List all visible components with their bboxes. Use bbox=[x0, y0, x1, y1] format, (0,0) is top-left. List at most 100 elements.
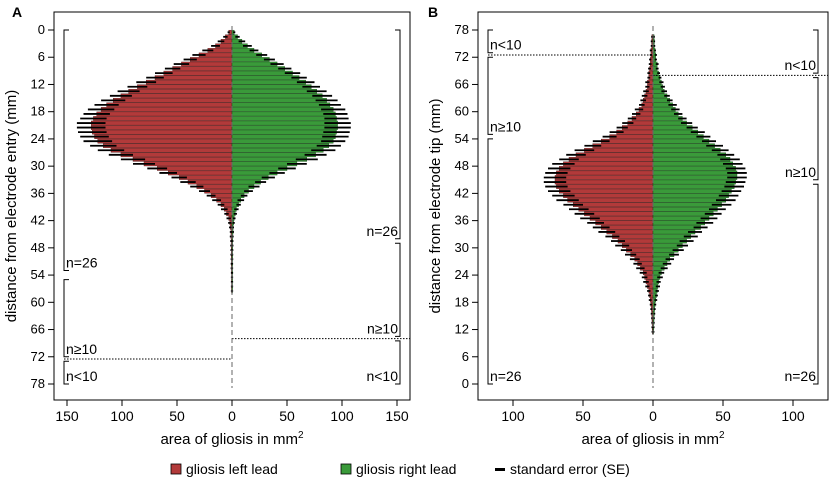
panel-b-y-tick-label: 54 bbox=[455, 131, 469, 146]
panel-a-left-bar bbox=[92, 129, 233, 135]
panel-b-y-axis-label: distance from electrode tip (mm) bbox=[427, 98, 444, 313]
panel-a-y-tick-label: 6 bbox=[38, 49, 45, 64]
panel-b-right-bar bbox=[652, 125, 693, 130]
legend-left-label: gliosis left lead bbox=[186, 461, 278, 477]
panel-a-right-bracket bbox=[395, 29, 401, 240]
panel-a-left-bars bbox=[90, 29, 233, 294]
panel-b-x-tick-label: 100 bbox=[781, 408, 805, 424]
panel-b-y-tick-label: 48 bbox=[455, 158, 469, 173]
panel-b-right-bar bbox=[652, 175, 738, 180]
panel-b-right-bracket bbox=[813, 29, 819, 74]
panel-b-y-tick-label: 42 bbox=[455, 185, 469, 200]
panel-a-left-bar bbox=[94, 134, 233, 139]
panel-b-left-bar bbox=[556, 184, 654, 189]
panel-a-left-bar bbox=[143, 161, 233, 167]
panel-a-left-bracket bbox=[63, 360, 69, 385]
panel-b-left-bar bbox=[584, 147, 654, 153]
panel-a-right-bar bbox=[231, 152, 316, 158]
panel-b-left-bar bbox=[584, 211, 654, 217]
panel-a-left-bracket bbox=[63, 279, 69, 358]
panel-a-y-tick-label: 42 bbox=[31, 213, 45, 228]
panel-a-left-bar bbox=[112, 98, 233, 103]
panel-a-left-bar bbox=[163, 70, 233, 76]
panel-a: A n=26 n≥10 n<10 n=26 n≥10 n<10 0 6 12 18 24 30 36 4… bbox=[3, 4, 411, 448]
panel-a-left-bar bbox=[167, 170, 233, 176]
panel-b-y-tick-label: 60 bbox=[455, 104, 469, 119]
panel-a-left-bar bbox=[90, 125, 233, 130]
panel-b-right-bar bbox=[652, 179, 736, 185]
panel-a-y-tick-label: 72 bbox=[31, 349, 45, 364]
panel-a-left-bar bbox=[132, 157, 233, 162]
legend-right-label: gliosis right lead bbox=[356, 461, 456, 477]
panel-a-left-bar bbox=[137, 84, 233, 90]
panel-b-y-tick-label: 6 bbox=[462, 349, 469, 364]
panel-a-right-bar bbox=[231, 125, 338, 130]
panel-a-right-bar bbox=[231, 88, 317, 94]
panel-b-right-bar bbox=[652, 206, 718, 212]
panel-b-left-bar bbox=[563, 193, 654, 198]
panel-b-x-tick-label: 50 bbox=[575, 408, 591, 424]
panel-b-left-bar bbox=[554, 175, 654, 180]
panel-a-left-bar bbox=[90, 120, 233, 126]
panel-a-y-ticks: 0 6 12 18 24 30 36 42 48 54 60 66 72 78 bbox=[31, 22, 54, 391]
panel-b-right-bar bbox=[652, 134, 704, 139]
panel-b-left-bar bbox=[573, 202, 654, 208]
panel-b-x-axis-label: area of gliosis in mm2 bbox=[581, 430, 725, 448]
panel-b-right-bracket bbox=[813, 77, 819, 181]
panel-b-right-bars bbox=[652, 34, 738, 335]
panel-a-right-bar bbox=[231, 61, 278, 67]
panel-a-right-bracket bbox=[395, 340, 401, 385]
panel-b-left-bar bbox=[559, 166, 654, 171]
panel-b-left-bar bbox=[567, 197, 654, 203]
panel-a-left-bracket-label: n≥10 bbox=[66, 341, 97, 357]
panel-a-y-tick-label: 24 bbox=[31, 131, 45, 146]
panel-a-right-bar bbox=[231, 93, 323, 99]
panel-b-right-bar bbox=[652, 170, 738, 176]
panel-b-left-bar bbox=[559, 188, 654, 194]
panel-a-left-bar bbox=[96, 111, 233, 117]
panel-b-left-bracket-label: n≥10 bbox=[490, 118, 521, 134]
panel-b-right-bar bbox=[652, 166, 736, 171]
panel-a-y-axis-label: distance from electrode entry (mm) bbox=[3, 90, 20, 323]
panel-a-y-tick-label: 48 bbox=[31, 240, 45, 255]
panel-a-right-bar bbox=[231, 66, 285, 71]
panel-b-left-bracket-label: n=26 bbox=[490, 368, 522, 384]
panel-a-y-tick-label: 0 bbox=[38, 22, 45, 37]
panel-a-left-bracket-label: n=26 bbox=[66, 255, 98, 271]
panel-b-y-tick-label: 18 bbox=[455, 294, 469, 309]
panel-a-left-bar bbox=[100, 107, 233, 112]
panel-b-right-bracket-label: n<10 bbox=[784, 57, 816, 73]
panel-a-right-bar bbox=[231, 79, 306, 85]
panel-b-left-bracket-label: n<10 bbox=[490, 37, 522, 53]
panel-b-left-bar bbox=[563, 161, 654, 167]
panel-b-left-bar bbox=[554, 179, 654, 185]
panel-a-letter: A bbox=[12, 4, 22, 20]
panel-b-y-tick-label: 78 bbox=[455, 22, 469, 37]
panel-b-right-bracket-label: n≥10 bbox=[785, 164, 816, 180]
panel-a-left-bar bbox=[106, 102, 233, 108]
panel-b-right-bar bbox=[652, 184, 735, 189]
panel-b-right-bar bbox=[652, 161, 734, 167]
panel-a-right-bar bbox=[231, 129, 337, 135]
panel-b-left-bar bbox=[556, 170, 654, 176]
panel-a-left-bar bbox=[178, 175, 233, 180]
panel-b-right-bracket bbox=[813, 183, 819, 385]
panel-b-y-ticks: 0 6 12 18 24 30 36 42 48 54 60 66 72 78 bbox=[455, 22, 478, 391]
panel-b-right-bar bbox=[652, 147, 721, 153]
panel-b-right-bar bbox=[652, 193, 729, 198]
panel-a-right-bar bbox=[231, 143, 330, 149]
panel-a-y-tick-label: 30 bbox=[31, 158, 45, 173]
panel-b-y-tick-label: 12 bbox=[455, 322, 469, 337]
panel-b-y-tick-label: 66 bbox=[455, 76, 469, 91]
panel-b-x-ticks: 100 50 0 50 100 bbox=[501, 400, 805, 424]
panel-b-x-tick-label: 100 bbox=[501, 408, 525, 424]
panel-b-y-tick-label: 24 bbox=[455, 267, 469, 282]
panel-b-y-tick-label: 0 bbox=[462, 376, 469, 391]
panel-a-x-axis-label: area of gliosis in mm2 bbox=[160, 430, 304, 448]
panel-a-right-bar bbox=[231, 134, 336, 139]
panel-b-left-bars bbox=[554, 34, 654, 335]
panel-a-left-bar bbox=[172, 66, 233, 71]
panel-a-x-tick-label: 150 bbox=[55, 408, 79, 424]
panel-b-right-bar bbox=[652, 138, 710, 144]
panel-a-right-bar bbox=[231, 157, 308, 162]
